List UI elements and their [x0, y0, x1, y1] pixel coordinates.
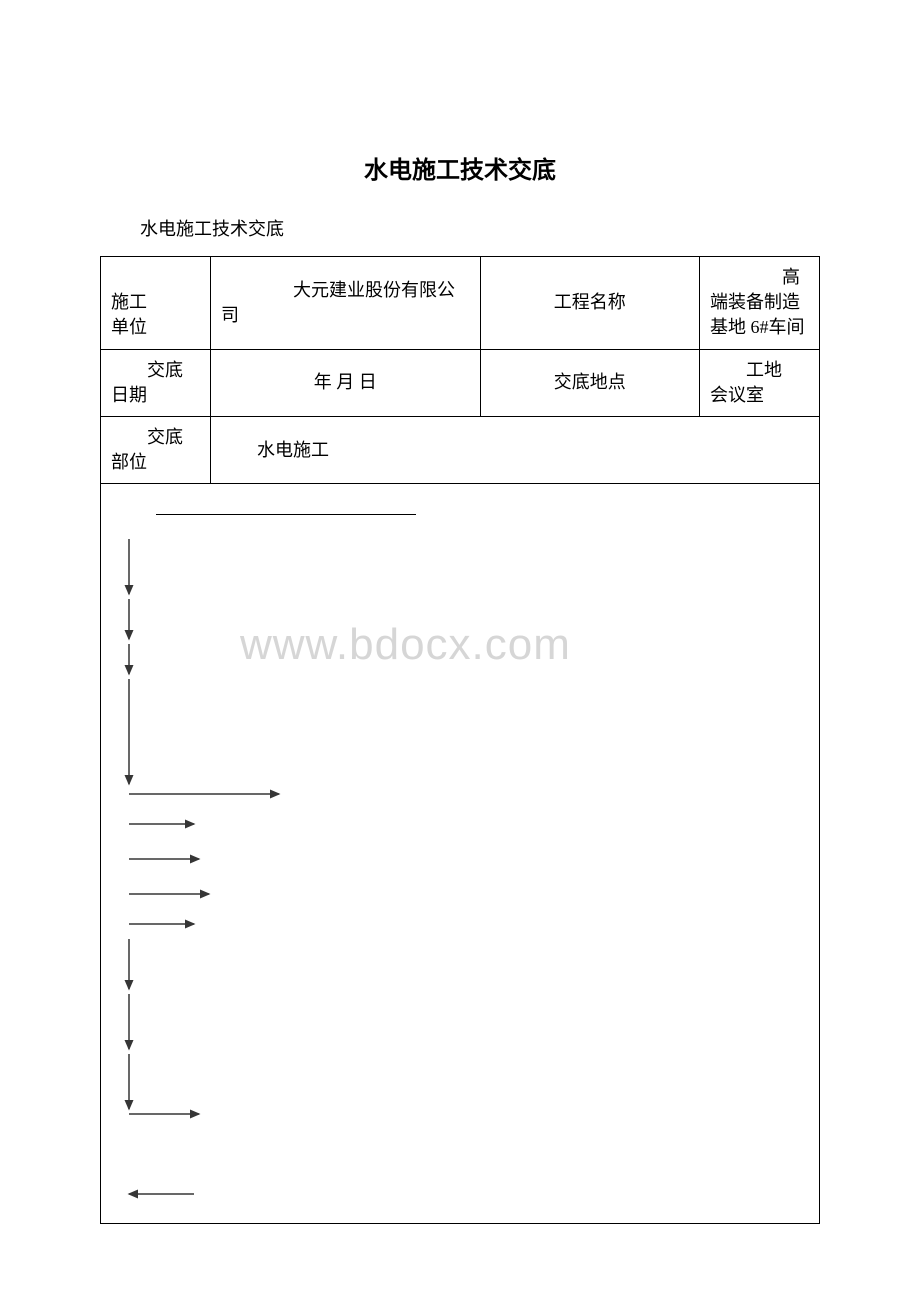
form-table: 施工单位 大元建业股份有限公司 工程名称 高端装备制造基地 6#车间 交底日期 …	[100, 256, 820, 1224]
table-row: 交底日期 年 月 日 交底地点 工地会议室	[101, 349, 820, 416]
disclosure-date-label: 交底日期	[101, 349, 211, 416]
table-row: 施工单位 大元建业股份有限公司 工程名称 高端装备制造基地 6#车间	[101, 257, 820, 350]
disclosure-date-value: 年 月 日	[210, 349, 480, 416]
flowchart-arrows	[119, 539, 319, 1239]
diagram-cell	[101, 484, 820, 1224]
table-row: 交底部位 水电施工	[101, 416, 820, 483]
disclosure-location-value: 工地会议室	[700, 349, 820, 416]
disclosure-part-value: 水电施工	[210, 416, 819, 483]
disclosure-location-label: 交底地点	[480, 349, 700, 416]
table-row	[101, 484, 820, 1224]
construction-unit-value: 大元建业股份有限公司	[210, 257, 480, 350]
disclosure-part-label: 交底部位	[101, 416, 211, 483]
project-name-label: 工程名称	[480, 257, 700, 350]
page-title: 水电施工技术交底	[0, 0, 920, 215]
horizontal-rule	[156, 514, 416, 515]
project-name-value: 高端装备制造基地 6#车间	[700, 257, 820, 350]
construction-unit-label: 施工单位	[101, 257, 211, 350]
subtitle: 水电施工技术交底	[0, 215, 920, 256]
